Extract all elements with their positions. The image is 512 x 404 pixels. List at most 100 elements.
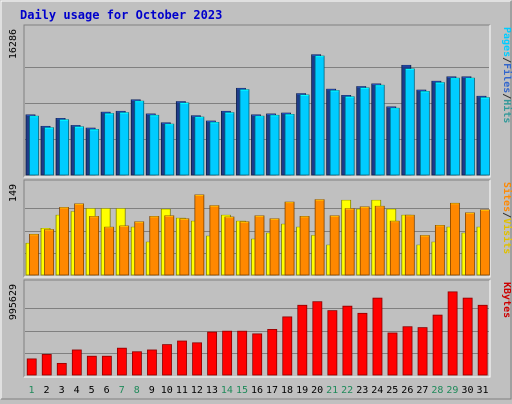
series-axis-label-part: /: [501, 212, 512, 218]
bar-sites: [465, 212, 475, 276]
panel-frame-light: [24, 180, 491, 278]
bar-kbytes: [132, 351, 142, 376]
y-max-label: 995629: [8, 284, 19, 320]
x-tick-label: 25: [386, 385, 398, 396]
x-tick-label: 10: [161, 385, 173, 396]
x-tick-label: 12: [191, 385, 203, 396]
bar-sites: [149, 216, 160, 276]
series-axis-label: Sites/Visits: [501, 182, 512, 254]
bar-kbytes: [402, 326, 413, 376]
bar-pages: [149, 114, 160, 176]
bar-pages: [314, 55, 325, 176]
bar-sites: [480, 209, 490, 276]
x-tick-label: 11: [176, 385, 188, 396]
series-axis-label-part: KBytes: [501, 282, 512, 318]
bar-sites: [344, 208, 355, 276]
y-max-label: 16286: [8, 29, 19, 59]
bar-sites: [89, 216, 100, 276]
panel-visits-sites: 149 Sites/Visits: [8, 179, 512, 278]
bar-pages: [404, 68, 415, 176]
bar-kbytes: [387, 332, 398, 376]
bar-sites: [194, 194, 205, 276]
bar-kbytes: [222, 330, 233, 376]
x-tick-label: 3: [59, 385, 65, 396]
x-tick-label: 1: [29, 385, 35, 396]
bar-kbytes: [71, 349, 82, 376]
bar-sites: [329, 215, 340, 276]
bar-kbytes: [162, 344, 172, 376]
series-axis-label-part: /: [501, 57, 512, 63]
x-tick-label: 24: [371, 385, 383, 396]
bar-pages: [134, 100, 145, 176]
bar-sites: [119, 225, 130, 276]
series-axis-label: KBytes: [501, 282, 512, 318]
panel-frame-dark: [23, 24, 490, 177]
bar-kbytes: [282, 316, 293, 376]
panel-frame-light: [24, 25, 491, 178]
bar-pages: [179, 102, 190, 176]
panel-hits-files-pages: 16286 Pages/Files/Hits: [8, 24, 512, 178]
bar-sites: [450, 202, 460, 276]
x-tick-label: 14: [221, 385, 233, 396]
bar-sites: [164, 215, 175, 276]
x-axis-labels: 1 2 3 4 5 6 7 8 9 10 11 12 13 14 15 16 17 18 19 20 21 22 23 24 2…: [29, 385, 489, 396]
bar-pages: [359, 87, 370, 176]
bar-sites: [419, 235, 430, 276]
x-tick-label: 28: [431, 385, 443, 396]
bar-kbytes: [237, 330, 248, 376]
x-tick-label: 17: [266, 385, 278, 396]
bar-kbytes: [267, 329, 278, 376]
bar-pages: [465, 77, 475, 176]
x-tick-label: 15: [236, 385, 248, 396]
x-tick-label: 16: [251, 385, 263, 396]
bar-kbytes: [101, 355, 112, 376]
x-tick-label: 4: [74, 385, 80, 396]
bar-kbytes: [312, 301, 323, 376]
bar-pages: [44, 127, 54, 176]
bar-kbytes: [56, 362, 67, 376]
bar-kbytes: [327, 310, 338, 376]
panel-frame-light: [24, 280, 491, 378]
bar-sites: [269, 218, 280, 276]
bar-sites: [179, 218, 190, 276]
bar-sites: [434, 225, 445, 276]
chart-title: Daily usage for October 2023: [20, 8, 222, 22]
x-tick-label: 19: [296, 385, 308, 396]
bar-pages: [224, 112, 235, 176]
bar-pages: [74, 126, 84, 176]
bar-kbytes: [417, 327, 428, 376]
x-tick-label: 6: [104, 385, 110, 396]
x-tick-label: 5: [89, 385, 95, 396]
x-tick-label: 29: [446, 385, 458, 396]
x-tick-label: 18: [281, 385, 293, 396]
bar-pages: [450, 77, 460, 176]
bar-kbytes: [477, 304, 488, 376]
x-tick-label: 22: [341, 385, 353, 396]
bar-kbytes: [207, 331, 218, 376]
bar-sites: [314, 199, 325, 276]
bar-sites: [299, 216, 310, 276]
bar-pages: [254, 115, 265, 176]
bar-sites: [59, 207, 69, 276]
bar-kbytes: [462, 297, 473, 376]
bar-sites: [224, 216, 235, 276]
x-tick-label: 13: [206, 385, 218, 396]
bar-sites: [389, 220, 400, 276]
bar-sites: [254, 215, 265, 276]
bar-pages: [419, 91, 430, 176]
x-tick-label: 21: [326, 385, 338, 396]
bar-pages: [269, 114, 280, 176]
series-axis-label-part: Hits: [501, 99, 512, 123]
series-axis-label-part: Sites: [501, 182, 512, 212]
series-axis-label-part: Pages: [501, 27, 512, 57]
bar-pages: [119, 112, 130, 176]
bar-kbytes: [372, 297, 383, 376]
bar-kbytes: [252, 333, 263, 376]
x-tick-label: 30: [461, 385, 473, 396]
series-axis-label-part: /: [501, 93, 512, 99]
bar-sites: [404, 214, 415, 276]
